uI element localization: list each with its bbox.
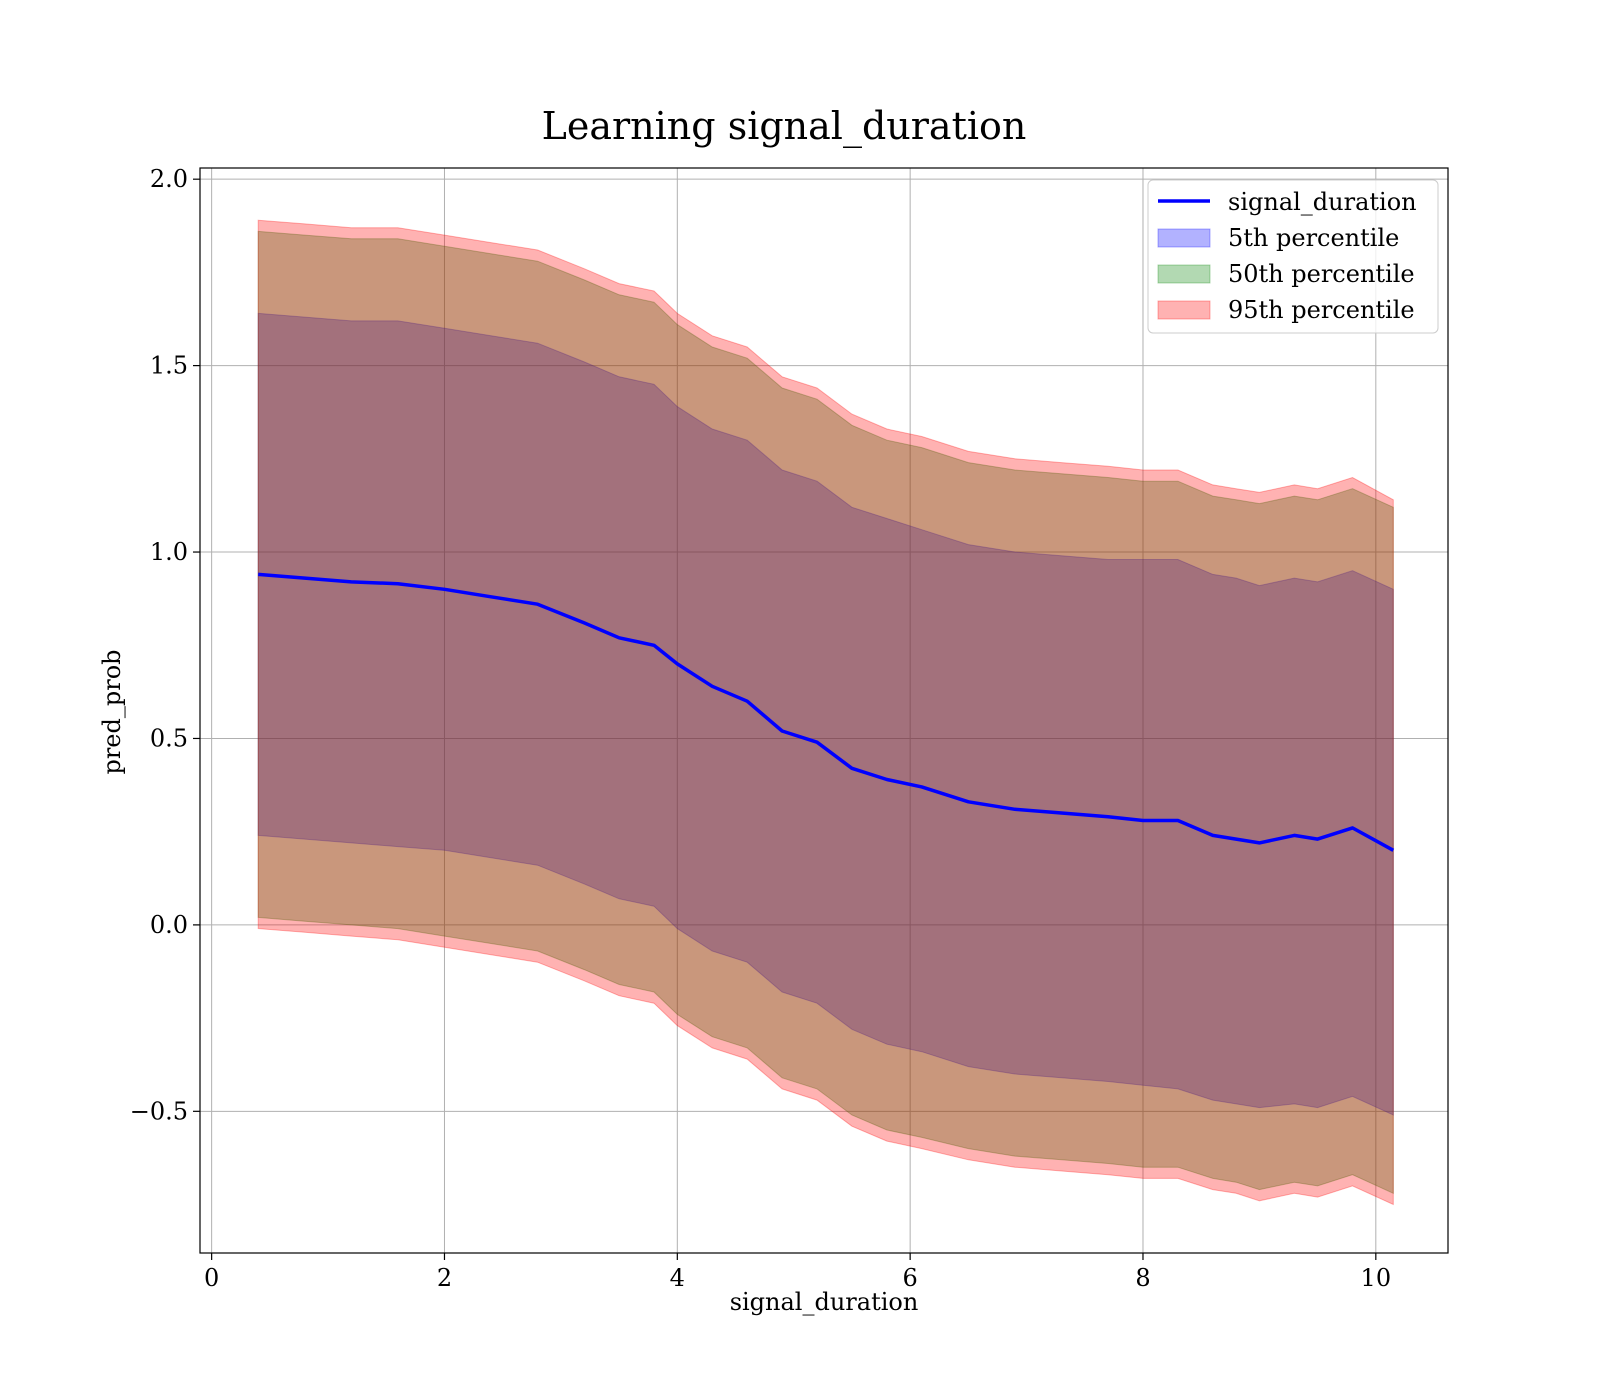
y-tick-label: −0.5 — [130, 1097, 188, 1125]
legend-label-signal-duration: signal_duration — [1228, 188, 1417, 216]
legend-swatch-5th — [1157, 228, 1211, 248]
legend: signal_duration 5th percentile 50th perc… — [1147, 179, 1439, 334]
band-50th-percentile — [257, 230, 1394, 1195]
x-tick-label: 0 — [204, 1264, 219, 1292]
y-tick-label: 2.0 — [150, 165, 188, 193]
line-signal_duration — [258, 572, 1395, 852]
grid-lines — [200, 168, 1448, 1253]
plot-frame — [199, 167, 1449, 1254]
y-axis-label: pred_prob — [98, 649, 126, 774]
legend-box — [1147, 179, 1439, 334]
y-tick-label: 0.5 — [150, 724, 188, 752]
x-tick-label: 2 — [437, 1264, 452, 1292]
legend-swatch-95th — [1157, 300, 1211, 320]
x-tick-label: 4 — [670, 1264, 685, 1292]
x-tick-label: 8 — [1135, 1264, 1150, 1292]
x-axis-label: signal_duration — [730, 1288, 919, 1316]
y-tick-label: 1.5 — [150, 352, 188, 380]
y-tick-label: 0.0 — [150, 911, 188, 939]
x-axis-ticks: 0 2 4 6 8 10 — [204, 1253, 1391, 1292]
band-5th-percentile — [257, 312, 1394, 1116]
legend-label-50th: 50th percentile — [1228, 260, 1415, 288]
x-tick-label: 10 — [1361, 1264, 1392, 1292]
chart-title: Learning signal_duration — [542, 104, 1027, 149]
y-tick-label: 1.0 — [150, 538, 188, 566]
legend-label-95th: 95th percentile — [1228, 296, 1415, 324]
legend-swatch-50th — [1157, 264, 1211, 284]
band-95th-percentile — [257, 219, 1394, 1206]
y-axis-ticks: 2.0 1.5 1.0 0.5 0.0 −0.5 — [130, 165, 200, 1125]
x-tick-label: 6 — [903, 1264, 918, 1292]
series-line — [258, 572, 1395, 852]
percentile-bands — [257, 219, 1394, 1206]
legend-label-5th: 5th percentile — [1228, 224, 1399, 252]
